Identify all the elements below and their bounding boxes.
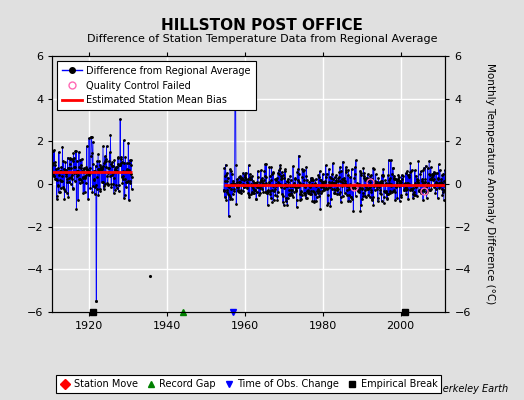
Text: HILLSTON POST OFFICE: HILLSTON POST OFFICE [161,18,363,33]
Text: Berkeley Earth: Berkeley Earth [436,384,508,394]
Text: Difference of Station Temperature Data from Regional Average: Difference of Station Temperature Data f… [87,34,437,44]
Legend: Station Move, Record Gap, Time of Obs. Change, Empirical Break: Station Move, Record Gap, Time of Obs. C… [57,375,441,393]
Legend: Difference from Regional Average, Quality Control Failed, Estimated Station Mean: Difference from Regional Average, Qualit… [57,61,256,110]
Y-axis label: Monthly Temperature Anomaly Difference (°C): Monthly Temperature Anomaly Difference (… [485,63,495,305]
